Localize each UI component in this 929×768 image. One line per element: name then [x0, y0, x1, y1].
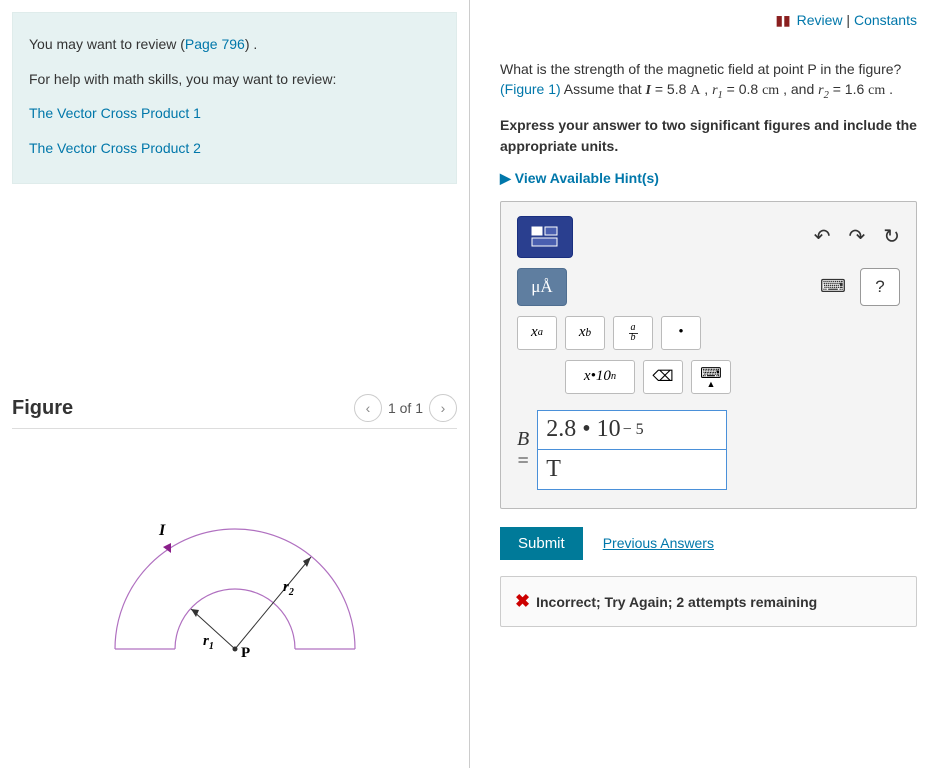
figure-header: Figure ‹ 1 of 1 › — [12, 394, 457, 429]
dot-button[interactable]: • — [661, 316, 701, 350]
var-r2: r2 — [818, 83, 829, 98]
left-pane: You may want to review (Page 796) . For … — [0, 0, 470, 768]
figure-next-button[interactable]: › — [429, 394, 457, 422]
hints-toggle[interactable]: ▶View Available Hint(s) — [500, 170, 659, 187]
q-part: , — [700, 81, 712, 97]
cross-product-1-link[interactable]: The Vector Cross Product 1 — [29, 105, 201, 121]
unit-A: A — [690, 83, 700, 98]
svg-text:r1: r1 — [203, 633, 214, 652]
figure-prev-button[interactable]: ‹ — [354, 394, 382, 422]
cross-product-2-link[interactable]: The Vector Cross Product 2 — [29, 140, 201, 156]
previous-answers-link[interactable]: Previous Answers — [603, 535, 714, 551]
hints-label: View Available Hint(s) — [515, 170, 659, 186]
templates-button[interactable] — [517, 216, 573, 258]
reset-button[interactable]: ↻ — [883, 224, 900, 249]
review-line-2: For help with math skills, you may want … — [29, 66, 440, 93]
value-input[interactable]: 2.8 • 10− 5 — [537, 410, 727, 450]
unit-cm: cm — [762, 83, 779, 98]
figure-pager: ‹ 1 of 1 › — [354, 394, 457, 422]
q-part: Assume that — [561, 81, 646, 97]
review-hints-box: You may want to review (Page 796) . For … — [12, 12, 457, 184]
svg-text:r2: r2 — [283, 579, 294, 598]
superscript-button[interactable]: xa — [517, 316, 557, 350]
divider: | — [846, 12, 854, 28]
scientific-button[interactable]: x•10n — [565, 360, 635, 394]
unit-input[interactable]: T — [537, 450, 727, 490]
figure-title: Figure — [12, 397, 73, 420]
figure-1-link[interactable]: (Figure 1) — [500, 81, 561, 97]
answer-instruction: Express your answer to two significant f… — [500, 115, 917, 156]
right-pane: ▮▮ Review | Constants What is the streng… — [470, 0, 929, 768]
book-icon: ▮▮ — [775, 12, 790, 28]
equation-row: B = 2.8 • 10− 5 T — [517, 410, 900, 490]
fraction-button[interactable]: ab — [613, 316, 653, 350]
incorrect-icon: ✖ — [515, 591, 530, 611]
caret-right-icon: ▶ — [500, 170, 511, 186]
feedback-text: Incorrect; Try Again; 2 attempts remaini… — [536, 594, 817, 610]
question-text: What is the strength of the magnetic fie… — [500, 59, 917, 103]
review-text: ) . — [245, 36, 257, 52]
keyboard-toggle-button[interactable]: ⌨▲ — [691, 360, 731, 394]
svg-text:P: P — [241, 645, 250, 661]
redo-button[interactable]: ↷ — [848, 224, 865, 249]
figure-canvas: I r2 r1 P — [12, 479, 457, 669]
answer-input-panel: ↶ ↷ ↻ μÅ ⌨ ? xa xb ab • — [500, 201, 917, 509]
figure-pager-text: 1 of 1 — [388, 400, 423, 416]
q-part: . — [885, 81, 893, 97]
units-button[interactable]: μÅ — [517, 268, 567, 306]
var-r1: r1 — [712, 83, 723, 98]
review-line-1: You may want to review (Page 796) . — [29, 31, 440, 58]
q-part: = 1.6 — [829, 81, 868, 97]
equation-lhs: B = — [517, 428, 529, 472]
keyboard-icon[interactable]: ⌨ — [820, 276, 846, 297]
review-text: You may want to review ( — [29, 36, 185, 52]
q-part: , and — [779, 81, 818, 97]
review-link[interactable]: Review — [797, 12, 843, 28]
q-part: What is the strength of the magnetic fie… — [500, 61, 901, 77]
page-link[interactable]: Page 796 — [185, 36, 245, 52]
q-part: = 5.8 — [651, 81, 690, 97]
constants-link[interactable]: Constants — [854, 12, 917, 28]
backspace-button[interactable]: ⌫ — [643, 360, 683, 394]
svg-text:I: I — [158, 522, 166, 539]
q-part: = 0.8 — [723, 81, 762, 97]
feedback-box: ✖ Incorrect; Try Again; 2 attempts remain… — [500, 576, 917, 627]
subscript-button[interactable]: xb — [565, 316, 605, 350]
help-button[interactable]: ? — [860, 268, 900, 306]
submit-button[interactable]: Submit — [500, 527, 583, 560]
unit-cm2: cm — [868, 83, 885, 98]
template-icon — [530, 225, 560, 249]
undo-button[interactable]: ↶ — [814, 224, 831, 249]
top-links: ▮▮ Review | Constants — [500, 12, 917, 29]
figure-svg: I r2 r1 P — [85, 479, 385, 669]
